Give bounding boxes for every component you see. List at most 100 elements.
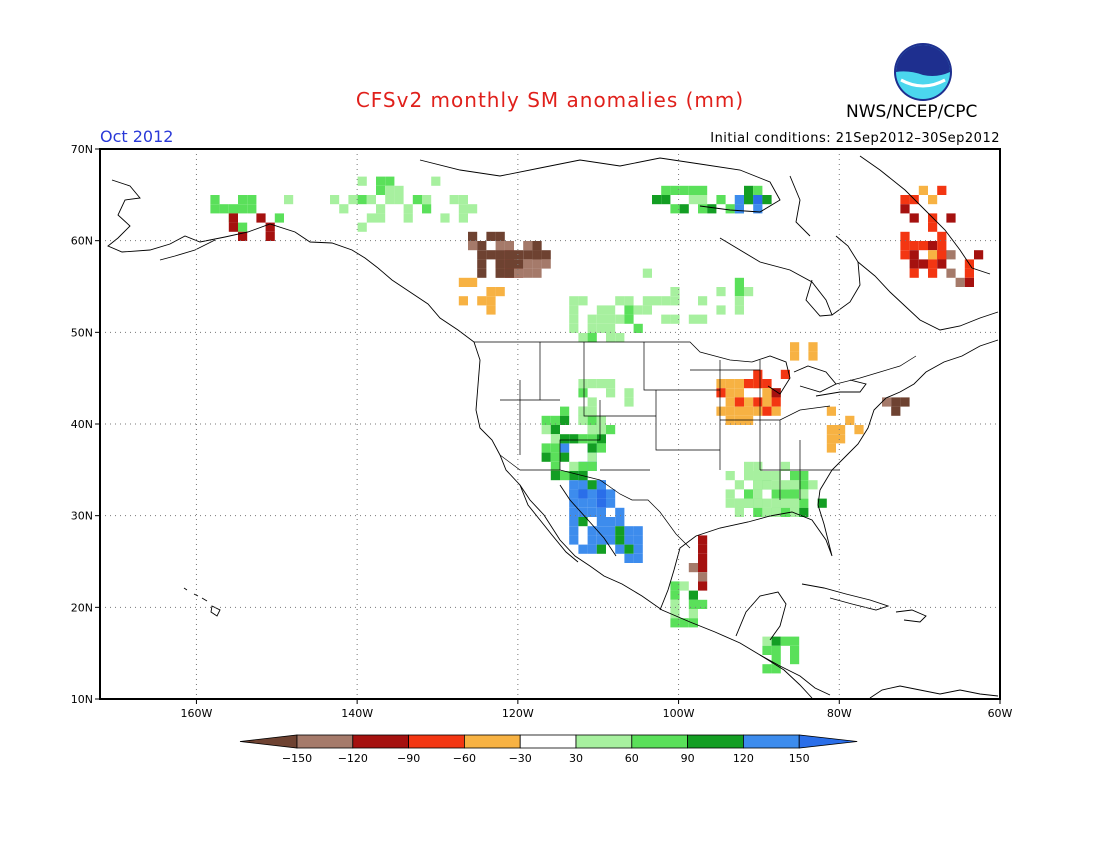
anomaly-cell [633, 305, 643, 315]
anomaly-cell [698, 599, 708, 609]
anomaly-cell [780, 480, 790, 490]
anomaly-cell [790, 636, 800, 646]
lat-tick-label: 10N [71, 693, 93, 706]
anomaly-cell [753, 498, 763, 508]
anomaly-cell [403, 204, 413, 214]
anomaly-cell [698, 535, 708, 545]
anomaly-cell [578, 489, 588, 499]
anomaly-cell [734, 277, 744, 287]
anomaly-cell [909, 213, 919, 223]
anomaly-cell [762, 471, 772, 481]
anomaly-cell [578, 333, 588, 343]
anomaly-cell [587, 425, 597, 435]
anomaly-cell [228, 213, 238, 223]
anomaly-cell [670, 314, 680, 324]
anomaly-cell [891, 397, 901, 407]
alaska-peninsula [159, 239, 216, 261]
anomaly-cell [560, 471, 570, 481]
anomaly-cell [744, 195, 754, 205]
anomaly-cell [569, 314, 579, 324]
anomaly-cell [688, 599, 698, 609]
anomaly-cell [265, 222, 275, 232]
anomaly-cell [532, 241, 542, 251]
anomaly-cell [495, 231, 505, 241]
anomaly-cell [734, 204, 744, 214]
anomaly-cell [596, 443, 606, 453]
lat-tick-label: 50N [71, 326, 93, 339]
anomaly-cell [376, 176, 386, 186]
anomaly-cell [799, 507, 809, 517]
anomaly-cell [624, 296, 634, 306]
anomaly-cell [716, 195, 726, 205]
anomaly-cell [550, 443, 560, 453]
anomaly-cell [900, 204, 910, 214]
anomaly-cell [624, 526, 634, 536]
anomaly-cell [698, 195, 708, 205]
anomaly-cell [274, 213, 284, 223]
anomaly-cell [780, 369, 790, 379]
anomaly-cell [495, 259, 505, 269]
anomaly-cell [854, 425, 864, 435]
anomaly-cell [366, 195, 376, 205]
anomaly-cell [734, 296, 744, 306]
anomaly-cell [606, 489, 616, 499]
anomaly-cell [578, 379, 588, 389]
anomaly-cell [541, 415, 551, 425]
anomaly-cell [707, 204, 717, 214]
anomaly-cell [587, 333, 597, 343]
axis-ticks: 70N 60N 50N 40N 30N 20N 10N 160W 140W 120W 100W 80W… [71, 143, 1013, 720]
anomaly-cell [725, 397, 735, 407]
anomaly-cell [918, 259, 928, 269]
anomaly-cell [596, 305, 606, 315]
anomaly-cell [679, 185, 689, 195]
colorbar-label: 150 [789, 752, 810, 765]
anomaly-cell [422, 195, 432, 205]
anomaly-cell [633, 323, 643, 333]
colorbar-label: 30 [569, 752, 583, 765]
anomaly-cell [670, 204, 680, 214]
anomaly-cell [541, 452, 551, 462]
anomaly-cell [790, 471, 800, 481]
anomaly-cell [541, 443, 551, 453]
anomaly-cell [578, 498, 588, 508]
anomaly-cell [486, 231, 496, 241]
colorbar-swatch [408, 734, 465, 749]
anomaly-cell [504, 250, 514, 260]
anomaly-cell [900, 250, 910, 260]
anomaly-cell [734, 287, 744, 297]
anomaly-cell [762, 406, 772, 416]
anomaly-cell [247, 195, 257, 205]
anomaly-cell [569, 517, 579, 527]
anomaly-cell [606, 526, 616, 536]
anomaly-cell [569, 480, 579, 490]
us-canada-border [474, 341, 917, 385]
anomaly-cell [504, 259, 514, 269]
anomaly-cell [771, 645, 781, 655]
anomaly-cell [458, 195, 468, 205]
anomaly-cell [284, 195, 294, 205]
anomaly-cell [928, 222, 938, 232]
colorbar-arrow-right [798, 734, 858, 749]
anomaly-cell [744, 397, 754, 407]
anomaly-cell [440, 213, 450, 223]
anomaly-cell [790, 507, 800, 517]
anomaly-cell [845, 415, 855, 425]
anomaly-cell [532, 250, 542, 260]
anomaly-cell [560, 452, 570, 462]
anomaly-cell [403, 213, 413, 223]
anomaly-cell [753, 369, 763, 379]
anomaly-cell [688, 185, 698, 195]
anomaly-cell [918, 241, 928, 251]
anomaly-cell [578, 388, 588, 398]
anomaly-cell [606, 305, 616, 315]
anomaly-cell [624, 388, 634, 398]
anomaly-cell [670, 287, 680, 297]
anomaly-cell [633, 526, 643, 536]
anomaly-cell [808, 351, 818, 361]
anomaly-cell [836, 434, 846, 444]
colorbar: −150 −120 −90 −60 −30 30 60 90 120 150 [239, 734, 858, 765]
anomaly-cell [734, 195, 744, 205]
anomaly-cell [596, 535, 606, 545]
anomaly-cell [394, 195, 404, 205]
anomaly-cell [946, 250, 956, 260]
